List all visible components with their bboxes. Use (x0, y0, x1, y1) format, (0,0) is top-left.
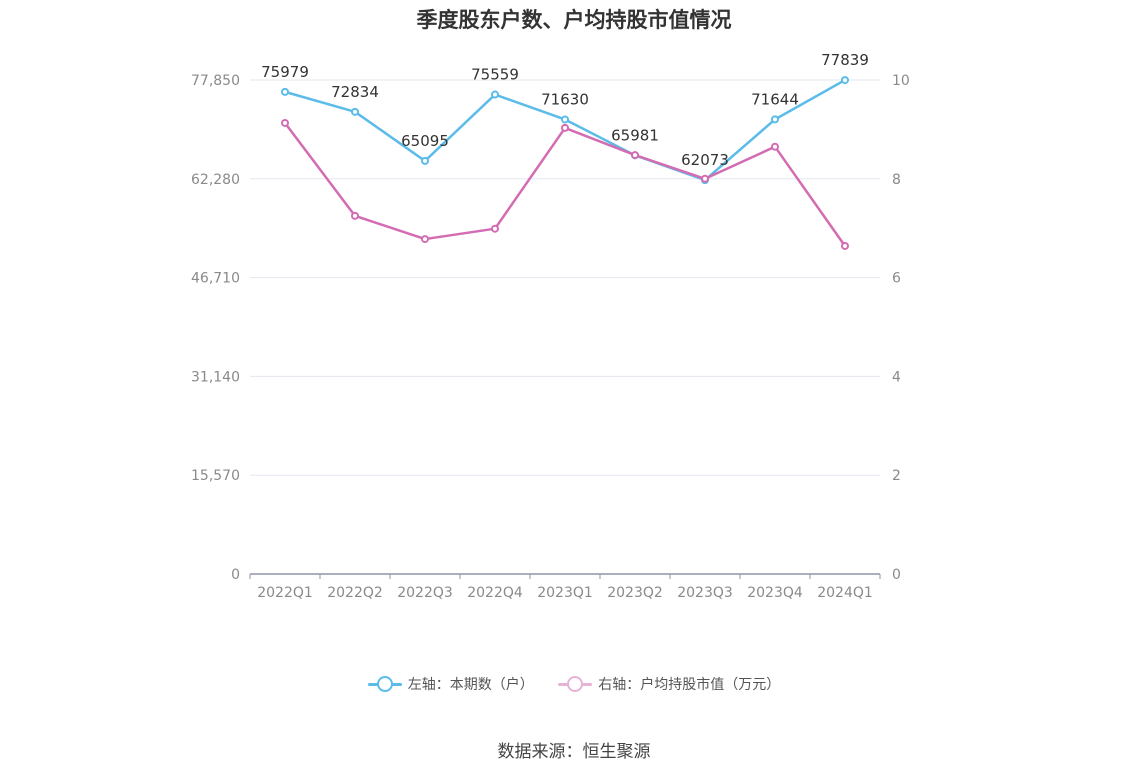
series-2-point (491, 224, 499, 233)
data-source: 数据来源：恒生聚源 (497, 742, 651, 762)
series-1-point (491, 90, 499, 99)
legend-series1-label: 左轴：本期数（户） (407, 677, 534, 693)
data-label: 75559 (471, 66, 519, 84)
data-label: 72834 (331, 83, 379, 101)
series-1-point (351, 107, 359, 116)
x-tick-label: 2023Q1 (537, 585, 593, 601)
x-tick-label: 2022Q4 (467, 585, 523, 601)
series-2-point (771, 142, 779, 151)
y-right-tick-label: 0 (892, 567, 901, 583)
y-right-tick-label: 2 (892, 468, 901, 484)
data-label: 65095 (401, 132, 449, 150)
series-2-point (841, 241, 849, 250)
series-2-point (631, 151, 639, 160)
x-tick-label: 2023Q3 (677, 585, 733, 601)
y-right-tick-label: 10 (892, 73, 910, 89)
y-left-tick-label: 15,570 (191, 468, 240, 484)
data-label: 65981 (611, 126, 659, 144)
data-label: 77839 (821, 51, 869, 69)
legend-item-series1[interactable]: 左轴：本期数（户） (367, 674, 534, 694)
series-2-point (351, 211, 359, 220)
data-label: 62073 (681, 151, 729, 169)
legend-series2-marker-icon (558, 674, 593, 694)
series-1-point (281, 87, 289, 96)
x-tick-label: 2024Q1 (817, 585, 873, 601)
x-tick-label: 2022Q2 (327, 585, 383, 601)
y-left-tick-label: 46,710 (191, 271, 240, 287)
x-tick-label: 2022Q3 (397, 585, 453, 601)
x-tick-label: 2023Q2 (607, 585, 663, 601)
series-2-point (281, 118, 289, 127)
legend-series2-label: 右轴：户均持股市值（万元） (598, 677, 781, 693)
series-1-point (561, 115, 569, 124)
data-label: 71644 (751, 90, 799, 108)
y-right-tick-label: 4 (892, 369, 901, 385)
series-layer (281, 76, 849, 250)
series-2-point (561, 123, 569, 132)
y-left-tick-label: 0 (231, 567, 240, 583)
series-1-point (841, 76, 849, 85)
series-1-point (421, 156, 429, 165)
y-right-tick-label: 8 (892, 172, 901, 188)
x-tick-label: 2023Q4 (747, 585, 803, 601)
data-label-layer: 75979 72834 65095 75559 71630 65981 62073 71644… (261, 51, 869, 169)
legend: 左轴：本期数（户） 右轴：户均持股市值（万元） (0, 674, 1148, 698)
series-1-point (771, 115, 779, 124)
y-left-tick-label: 62,280 (191, 172, 240, 188)
y-left-tick-label: 77,850 (191, 73, 240, 89)
series-2-point (701, 174, 709, 183)
series-2-line (284, 122, 847, 247)
data-label: 71630 (541, 90, 589, 108)
chart-title: 季度股东户数、户均持股市值情况 (416, 8, 732, 32)
series-2-point (421, 235, 429, 244)
y-right-tick-label: 6 (892, 271, 901, 287)
axis-layer: 0 15,570 31,140 46,710 62,280 77,850 0 2 4 6 8 10 20… (191, 73, 910, 601)
grid-layer (250, 79, 880, 476)
y-left-tick-label: 31,140 (191, 369, 240, 385)
data-label: 75979 (261, 63, 309, 81)
legend-series1-marker-icon (367, 674, 402, 694)
x-tick-label: 2022Q1 (257, 585, 313, 601)
legend-item-series2[interactable]: 右轴：户均持股市值（万元） (558, 674, 780, 694)
